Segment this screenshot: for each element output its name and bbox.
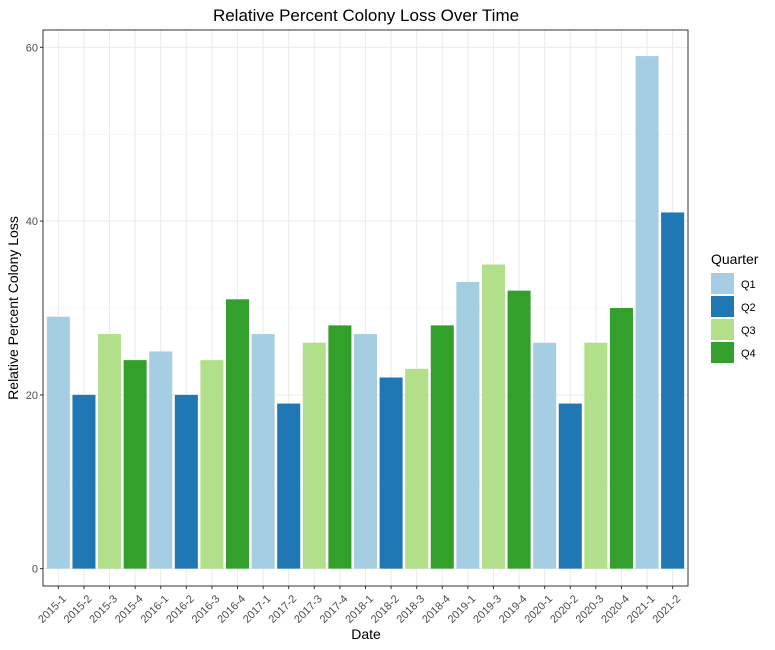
- x-tick-label: 2021-2: [650, 593, 683, 626]
- y-tick-label: 20: [26, 390, 38, 402]
- y-tick-label: 0: [32, 564, 38, 576]
- x-axis-title: Date: [351, 626, 381, 642]
- bar-2019-1: [456, 281, 480, 569]
- bar-2016-1: [149, 351, 173, 569]
- legend-key-q2: [711, 296, 734, 317]
- bar-2017-4: [328, 325, 352, 569]
- chart-title: Relative Percent Colony Loss Over Time: [213, 6, 519, 25]
- y-axis-title: Relative Percent Colony Loss: [5, 216, 21, 400]
- bar-2020-2: [558, 403, 582, 569]
- bar-2015-1: [46, 316, 70, 569]
- bar-2018-2: [379, 377, 403, 569]
- bar-2016-3: [200, 360, 224, 569]
- y-tick-label: 60: [26, 42, 38, 54]
- legend: Quarter Q1 Q2 Q3 Q4: [711, 251, 759, 363]
- bar-2015-2: [72, 394, 96, 569]
- bar-2016-4: [226, 299, 250, 569]
- bar-2020-4: [609, 308, 633, 569]
- legend-title: Quarter: [711, 251, 759, 267]
- bar-2019-4: [507, 290, 531, 569]
- bar-2019-3: [481, 264, 505, 569]
- bar-2015-3: [98, 334, 122, 569]
- bar-2017-3: [302, 342, 326, 569]
- legend-label-q1: Q1: [741, 279, 756, 291]
- y-tick-label: 40: [26, 216, 38, 228]
- bar-2018-1: [353, 334, 378, 569]
- bar-2018-3: [405, 368, 429, 569]
- bar-2020-1: [533, 342, 557, 569]
- bar-2017-1: [251, 334, 275, 569]
- legend-label-q2: Q2: [741, 302, 756, 314]
- bar-2021-1: [635, 56, 659, 569]
- legend-key-q1: [711, 273, 734, 294]
- bar-2018-4: [430, 325, 454, 569]
- bar-2021-2: [661, 212, 685, 569]
- legend-label-q4: Q4: [741, 348, 756, 360]
- bar-2016-2: [174, 394, 198, 569]
- bar-2015-4: [123, 360, 147, 569]
- bars-layer: [46, 56, 685, 569]
- legend-key-q4: [711, 342, 734, 363]
- bar-2017-2: [277, 403, 301, 569]
- legend-key-q3: [711, 319, 734, 340]
- bar-2020-3: [584, 342, 608, 569]
- legend-label-q3: Q3: [741, 325, 756, 337]
